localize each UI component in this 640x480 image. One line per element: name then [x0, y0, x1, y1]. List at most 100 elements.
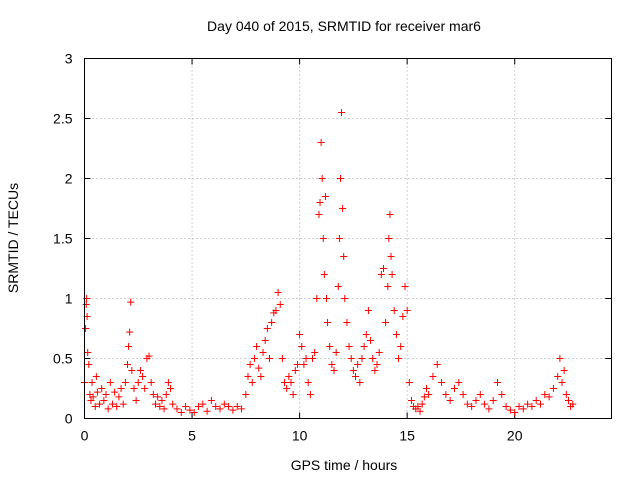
data-point [423, 385, 431, 392]
data-point [403, 307, 411, 314]
data-point [562, 391, 570, 398]
data-point [82, 301, 90, 308]
data-point [84, 349, 92, 356]
data-point [560, 367, 568, 374]
data-point [373, 361, 381, 368]
data-point [108, 400, 116, 408]
data-point [113, 403, 121, 410]
data-point [259, 349, 267, 356]
data-point [248, 379, 256, 386]
data-point [156, 403, 164, 410]
x-tick-label: 15 [399, 428, 415, 444]
data-point [341, 295, 349, 302]
data-point [233, 403, 241, 410]
data-point [558, 379, 566, 386]
data-point [255, 364, 263, 372]
data-point [549, 385, 557, 392]
data-point [147, 379, 155, 386]
data-point [385, 235, 393, 242]
data-point [304, 379, 312, 386]
data-point [306, 391, 314, 398]
data-point [481, 400, 489, 408]
data-point [395, 355, 403, 362]
data-point [339, 205, 347, 212]
data-point [100, 397, 108, 404]
data-point [220, 400, 228, 408]
y-tick-label: 3 [65, 51, 73, 67]
data-point [511, 409, 519, 416]
data-point [360, 343, 368, 350]
data-point [455, 379, 463, 386]
data-point [343, 319, 351, 326]
data-point [169, 400, 177, 408]
data-point [338, 109, 346, 116]
data-point [149, 391, 157, 398]
data-point [387, 253, 395, 260]
data-point [167, 385, 175, 392]
x-tick-label: 10 [292, 428, 308, 444]
data-point [199, 400, 207, 408]
data-point [468, 403, 476, 410]
data-point [554, 373, 562, 380]
data-point [98, 385, 106, 392]
data-point [132, 397, 140, 404]
data-point [141, 385, 149, 392]
data-point [541, 391, 549, 398]
data-point [173, 405, 181, 413]
data-point [442, 391, 450, 398]
data-point [545, 393, 553, 401]
data-point [274, 289, 282, 296]
data-point [88, 379, 96, 386]
data-point [182, 403, 190, 410]
data-point [405, 379, 413, 386]
x-tick-label: 20 [507, 428, 523, 444]
data-point [450, 385, 458, 392]
data-point [177, 409, 185, 416]
data-point [476, 391, 484, 398]
data-point [336, 175, 344, 182]
x-tick-label: 5 [188, 428, 196, 444]
data-point [291, 367, 299, 374]
data-point [283, 385, 291, 392]
data-point [309, 355, 317, 362]
data-point [425, 391, 433, 398]
data-point [253, 343, 261, 350]
data-point [524, 400, 532, 408]
chart-title: Day 040 of 2015, SRMTID for receiver mar… [207, 18, 481, 34]
data-point [104, 405, 112, 413]
data-point [216, 405, 224, 413]
data-point [145, 352, 153, 360]
data-point [319, 235, 327, 242]
y-tick-label: 1.5 [53, 231, 73, 247]
data-point [345, 343, 353, 350]
data-point [257, 373, 265, 380]
data-point [320, 271, 328, 278]
data-point [82, 325, 90, 332]
data-point [315, 211, 323, 218]
data-point [328, 361, 336, 368]
data-point [89, 393, 97, 401]
data-point [246, 361, 254, 368]
data-point [349, 367, 357, 374]
data-point [358, 355, 366, 362]
data-point [340, 253, 348, 260]
data-point [117, 385, 125, 392]
data-point [317, 139, 325, 146]
data-point [96, 400, 104, 408]
data-point [300, 361, 308, 368]
data-point [356, 379, 364, 386]
data-point [164, 379, 172, 386]
data-point [569, 400, 577, 408]
data-point [87, 397, 95, 404]
data-point [238, 405, 246, 413]
data-point [85, 361, 93, 368]
data-point [130, 385, 138, 392]
data-point [390, 307, 398, 314]
data-point [371, 367, 379, 374]
data-point [322, 295, 330, 302]
data-point [498, 391, 506, 398]
data-point [382, 319, 390, 326]
data-point [250, 355, 258, 362]
data-point [261, 337, 269, 344]
